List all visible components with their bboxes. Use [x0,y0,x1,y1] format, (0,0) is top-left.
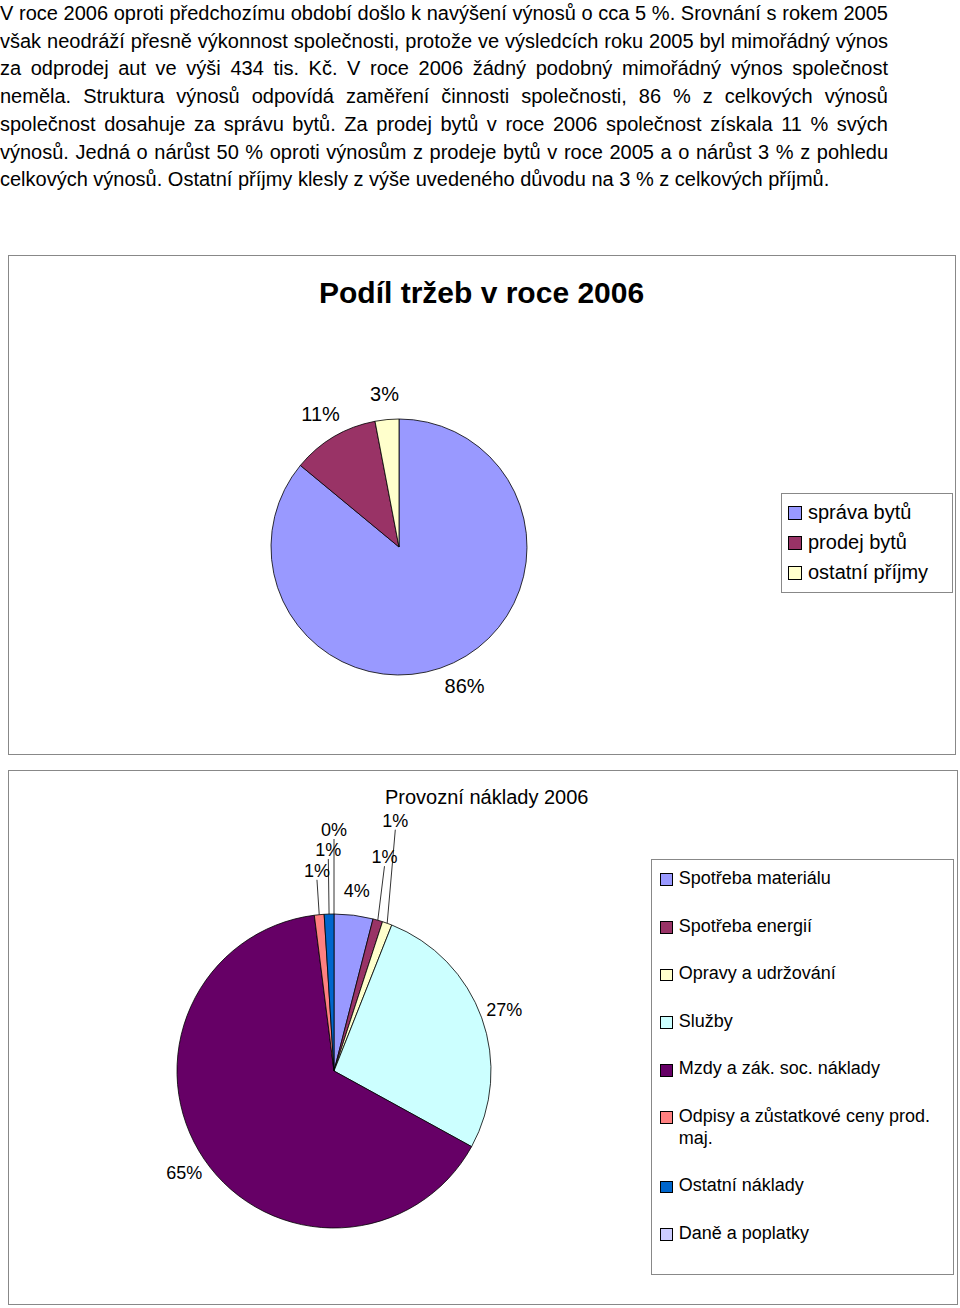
html-text:Spotřeba materiálu: Spotřeba materiálu [678,868,831,888]
svg-text:11%: 11% [301,403,340,425]
html-text:Opravy a udržování: Opravy a udržování [678,963,836,984]
html-text:správa bytů: správa bytů [808,501,912,523]
html-text:prodej bytů: prodej bytů [808,531,907,553]
svg-text:1%: 1% [304,861,330,881]
svg-text:3%: 3% [370,383,399,405]
svg-text:1%: 1% [315,840,341,860]
svg-text:0%: 0% [321,820,347,840]
html-text:V roce 2006 oproti předchozímu: V roce 2006 oproti předchozímu období do… [0,2,888,191]
svg-text:86%: 86% [445,675,485,697]
html-text:Daně a poplatky: Daně a poplatky [678,1222,809,1243]
svg-text:4%: 4% [344,881,370,901]
html-text:Ostatní náklady: Ostatní náklady [678,1175,804,1196]
svg-text:1%: 1% [382,811,408,831]
html-text:Spotřeba energií: Spotřeba energií [678,915,812,936]
html-text:Podíl tržeb v roce 2006: Podíl tržeb v roce 2006 [319,276,645,309]
html-text:Mzdy a zák. soc. náklady: Mzdy a zák. soc. náklady [678,1058,880,1079]
html-text:Odpisy a zůstatkové ceny prod.: Odpisy a zůstatkové ceny prod. maj. [678,1106,930,1148]
svg-text:65%: 65% [166,1163,202,1183]
svg-text:27%: 27% [486,1000,522,1020]
html-text:Provozní náklady 2006: Provozní náklady 2006 [385,786,589,808]
html-text:Služby: Služby [678,1010,733,1031]
html-text:ostatní příjmy: ostatní příjmy [808,561,928,583]
svg-text:1%: 1% [371,847,398,868]
